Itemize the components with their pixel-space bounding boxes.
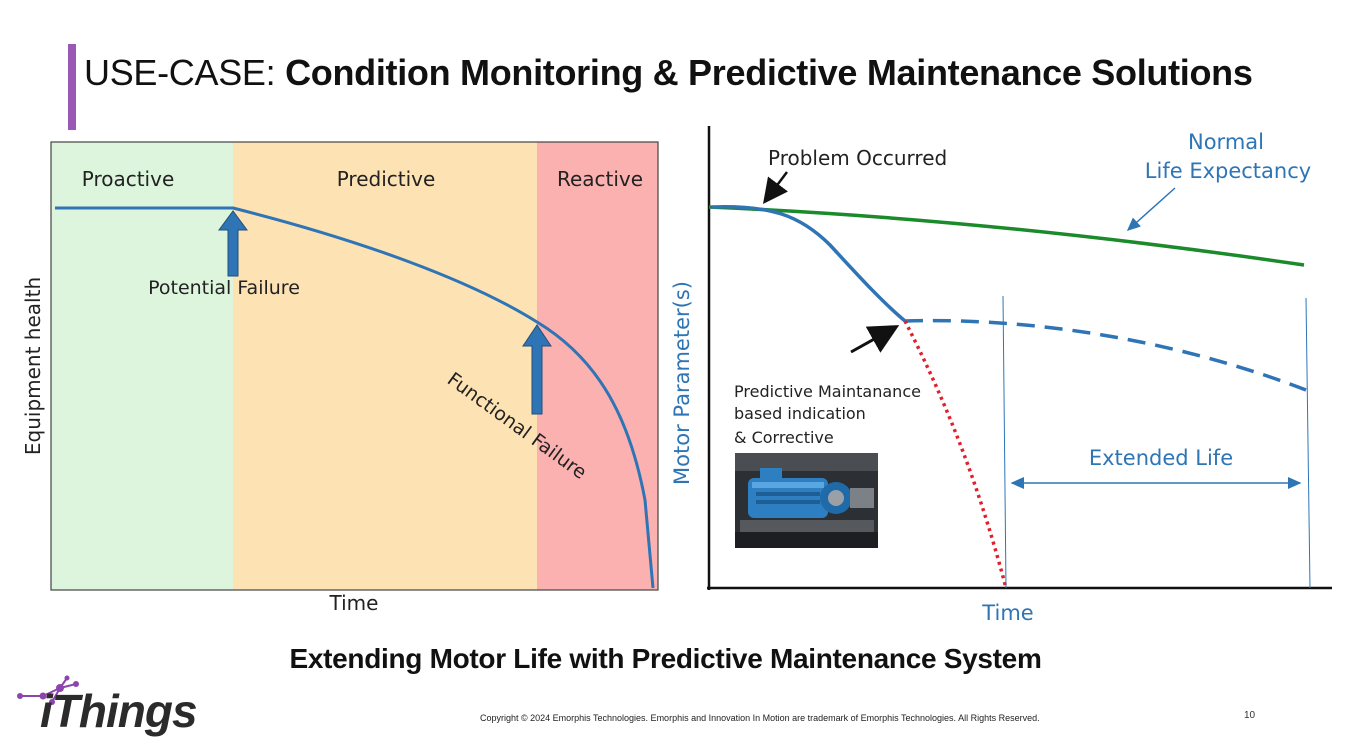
left-y-axis-label: Equipment health — [21, 277, 45, 455]
zone-proactive — [51, 142, 233, 590]
zone-label-reactive: Reactive — [557, 167, 643, 191]
left-x-axis-label: Time — [329, 591, 379, 615]
problem-occurred-label: Problem Occurred — [768, 146, 947, 170]
title-prefix: USE-CASE: — [84, 52, 286, 93]
end-of-life-marker-line — [1305, 297, 1311, 589]
pm-label-line2: based indication — [734, 404, 866, 423]
potential-failure-label: Potential Failure — [148, 277, 300, 299]
left-diagram: Proactive Predictive Reactive Potential … — [21, 141, 659, 615]
normal-life-arrow-icon — [1126, 187, 1176, 231]
degradation-curve — [711, 205, 907, 323]
motor-photo — [735, 453, 878, 548]
zone-reactive — [537, 142, 658, 590]
ithings-logo: iThings — [40, 685, 198, 737]
zone-label-proactive: Proactive — [82, 167, 175, 191]
pm-label-line1: Predictive Maintanance — [734, 382, 921, 401]
normal-life-curve — [708, 205, 1305, 267]
potential-failure-arrow-icon — [218, 210, 248, 277]
equipment-health-curve — [55, 206, 655, 589]
pm-label-line3: & Corrective — [734, 428, 834, 447]
title-accent-bar — [68, 44, 76, 130]
zone-label-predictive: Predictive — [337, 167, 436, 191]
copyright-notice: Copyright © 2024 Emorphis Technologies. … — [480, 713, 1040, 723]
intervention-marker-line — [1002, 295, 1007, 589]
predictive-point-arrow-icon — [850, 325, 900, 354]
slide-subtitle: Extending Motor Life with Predictive Mai… — [289, 643, 1042, 674]
page-number: 10 — [1244, 710, 1256, 721]
functional-failure-arrow-icon — [522, 324, 552, 415]
normal-life-label-line1: Normal — [1188, 130, 1264, 154]
left-plot-frame — [50, 141, 659, 591]
right-diagram: Extended Life Problem Occurred Normal Li… — [670, 126, 1332, 625]
normal-life-label-line2: Life Expectancy — [1145, 159, 1311, 183]
logo-network-icon — [17, 675, 79, 705]
title-bold: Condition Monitoring & Predictive Mainte… — [285, 52, 1253, 93]
right-x-axis-label: Time — [981, 601, 1033, 625]
extended-life-label: Extended Life — [1089, 446, 1233, 470]
problem-occurred-arrow-icon — [763, 171, 788, 204]
slide-title: USE-CASE: Condition Monitoring & Predict… — [84, 52, 1253, 94]
zone-predictive — [233, 142, 537, 590]
right-y-axis-label: Motor Parameter(s) — [670, 281, 694, 485]
extended-life-curve — [904, 318, 1307, 392]
failure-curve — [903, 320, 1008, 589]
